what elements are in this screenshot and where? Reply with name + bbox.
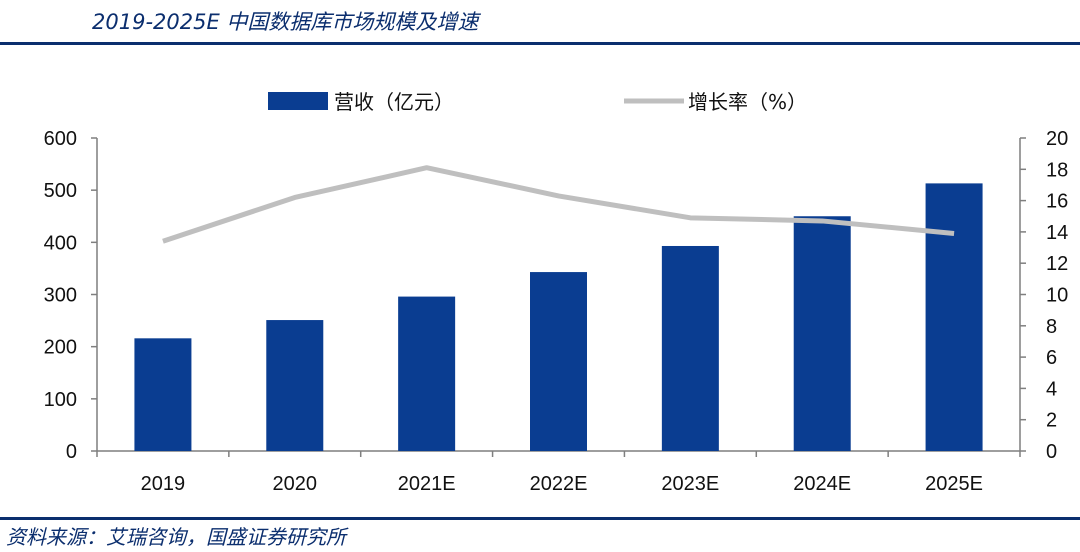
y-right-tick-label: 0 (1046, 441, 1057, 463)
x-tick-label: 2024E (793, 473, 851, 495)
x-tick-label: 2025E (925, 473, 983, 495)
y-right-tick-label: 8 (1046, 316, 1057, 338)
bar-2019 (134, 338, 192, 451)
y-right-tick-label: 2 (1046, 410, 1057, 432)
x-tick-label: 2019 (141, 473, 186, 495)
y-left-tick-label: 0 (66, 441, 77, 463)
y-left-tick-label: 100 (44, 389, 77, 411)
y-right-tick-label: 20 (1046, 128, 1068, 150)
legend-swatch-revenue (268, 92, 328, 110)
y-left-tick-label: 300 (44, 285, 77, 307)
x-tick-label: 2022E (530, 473, 588, 495)
legend: 营收（亿元） 增长率（%） (268, 90, 807, 114)
tick-labels: 0 100 200 300 400 500 600 0 2 4 6 8 10 12 14 16 18 20 2019… (44, 128, 1069, 495)
bar-series (134, 183, 983, 451)
bar-2021E (398, 296, 456, 451)
y-left-tick-label: 600 (44, 128, 77, 150)
y-right-tick-label: 14 (1046, 222, 1068, 244)
bar-2025E (925, 183, 983, 451)
legend-label-revenue: 营收（亿元） (334, 90, 454, 114)
y-right-tick-label: 12 (1046, 253, 1068, 275)
x-tick-label: 2021E (398, 473, 456, 495)
x-tick-label: 2023E (661, 473, 719, 495)
y-right-tick-label: 4 (1046, 378, 1057, 400)
title-divider (0, 42, 1080, 45)
y-left-tick-label: 500 (44, 180, 77, 202)
y-right-tick-label: 10 (1046, 285, 1068, 307)
y-left-tick-label: 400 (44, 232, 77, 254)
chart-title: 2019-2025E 中国数据库市场规模及增速 (92, 10, 479, 34)
line-series (162, 165, 955, 244)
bar-2024E (793, 216, 851, 451)
y-left-tick-label: 200 (44, 337, 77, 359)
y-right-tick-label: 6 (1046, 347, 1057, 369)
y-right-tick-label: 18 (1046, 159, 1068, 181)
bar-2023E (661, 245, 719, 451)
y-right-tick-label: 16 (1046, 191, 1068, 213)
x-tick-label: 2020 (273, 473, 318, 495)
chart-area: 营收（亿元） 增长率（%） 0 100 200 300 400 500 600 0 2 4 6 8 10… (44, 90, 1069, 495)
footer-divider (0, 517, 1080, 520)
bar-2020 (266, 320, 324, 451)
legend-label-growth: 增长率（%） (688, 90, 807, 114)
bar-2022E (530, 272, 587, 451)
source-note: 资料来源：艾瑞咨询，国盛证券研究所 (6, 525, 346, 549)
